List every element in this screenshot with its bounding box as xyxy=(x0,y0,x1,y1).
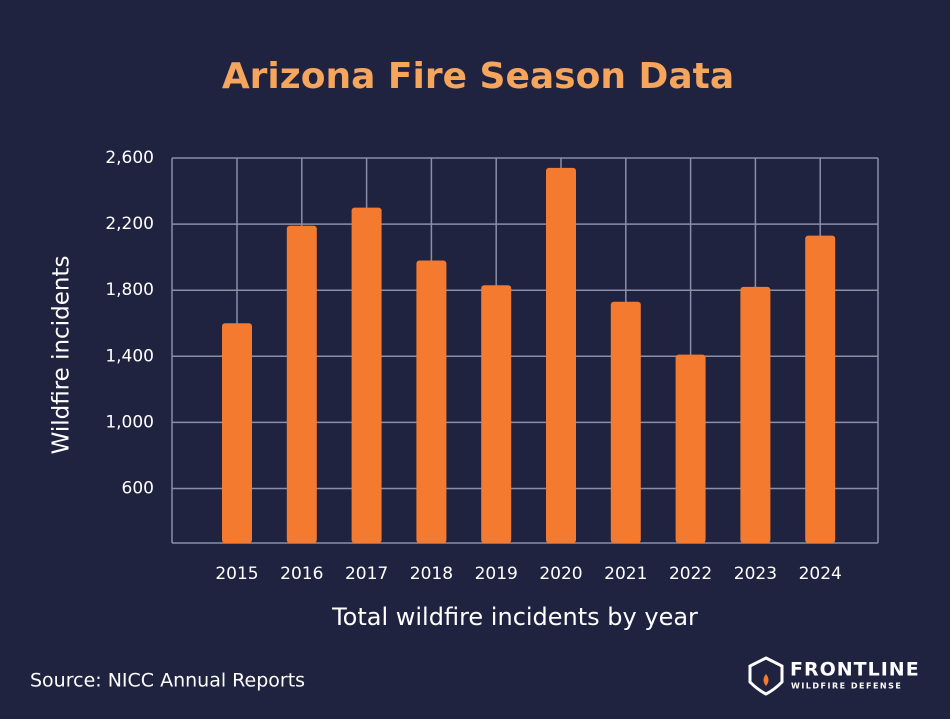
bar xyxy=(286,225,317,544)
bar xyxy=(416,260,447,543)
logo-tagline: WILDFIRE DEFENSE xyxy=(791,682,902,691)
x-tick-label: 2024 xyxy=(799,564,842,584)
x-tick-label: 2015 xyxy=(215,564,258,584)
logo-icon xyxy=(748,656,784,696)
logo: FRONTLINE WILDFIRE DEFENSE xyxy=(748,656,920,696)
x-tick-label: 2018 xyxy=(410,564,453,584)
x-tick-label: 2020 xyxy=(539,564,582,584)
source: Source: NICC Annual Reports xyxy=(30,670,305,692)
x-tick-label: 2022 xyxy=(669,564,712,584)
x-tick-label: 2021 xyxy=(604,564,647,584)
y-tick-label: 1,400 xyxy=(105,346,154,366)
bar xyxy=(805,235,836,543)
x-tick-label: 2023 xyxy=(734,564,777,584)
y-tick-label: 1,000 xyxy=(105,412,154,432)
x-tick-label: 2017 xyxy=(345,564,388,584)
logo-name: FRONTLINE xyxy=(790,659,920,681)
y-axis-label: Wildfire incidents xyxy=(49,256,75,455)
y-tick-label: 2,200 xyxy=(105,214,154,234)
bar xyxy=(222,323,252,543)
chart-title: Arizona Fire Season Data xyxy=(222,56,734,97)
y-tick-label: 1,800 xyxy=(105,280,154,300)
x-axis-label: Total wildfire incidents by year xyxy=(331,603,698,631)
x-tick-label: 2016 xyxy=(280,564,323,584)
y-tick-label: 2,600 xyxy=(105,148,154,168)
x-tick-label: 2019 xyxy=(475,564,518,584)
y-tick-label: 600 xyxy=(122,478,154,498)
bar xyxy=(740,286,771,543)
logo-flame xyxy=(763,674,769,686)
bar xyxy=(351,207,382,544)
bar xyxy=(546,167,576,543)
bar xyxy=(481,285,512,543)
bar xyxy=(610,301,641,543)
bar xyxy=(675,354,706,543)
